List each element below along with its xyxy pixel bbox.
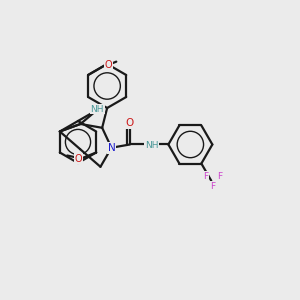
Text: F: F	[217, 172, 222, 181]
Text: NH: NH	[90, 104, 104, 113]
Text: NH: NH	[145, 141, 158, 150]
Text: O: O	[126, 118, 134, 128]
Text: F: F	[203, 172, 208, 181]
Text: N: N	[108, 143, 115, 153]
Text: F: F	[210, 182, 215, 191]
Text: O: O	[104, 60, 112, 70]
Text: O: O	[74, 154, 82, 164]
